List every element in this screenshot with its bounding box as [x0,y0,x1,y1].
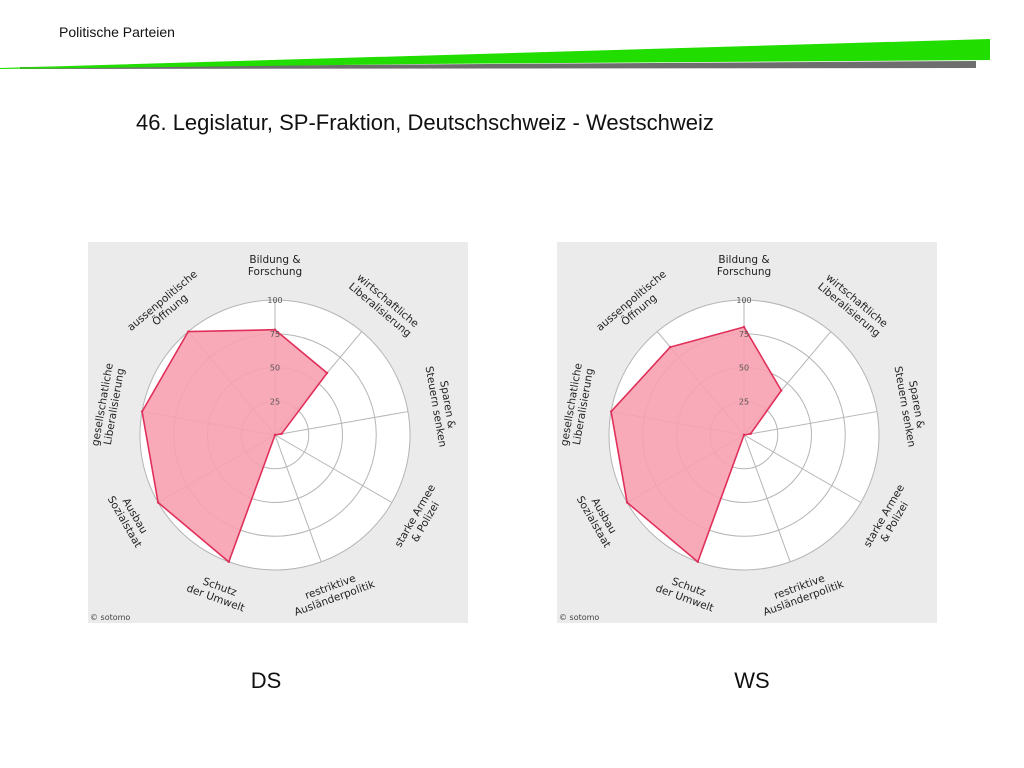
radar-axis-label: starke Armee& Polizei [862,483,918,556]
header-bar-grey [20,61,976,69]
radar-point [609,410,613,413]
radar-axis-label-text: gesellschatlicheLiberalisierung [558,362,596,449]
radar-axis-label-text: gesellschatlicheLiberalisierung [89,362,127,449]
radar-axis-label: gesellschatlicheLiberalisierung [89,362,127,449]
radar-point [742,433,746,437]
radar-tick-label: 75 [270,330,280,339]
radar-spoke [274,411,409,436]
radar-tick-label: 50 [739,364,749,373]
radar-axis-label: Bildung & Forschung [717,254,771,278]
radar-point [325,371,329,375]
chart-copyright: © sotomo [90,613,131,622]
radar-point [273,433,277,437]
radar-axis-label-text: Sparen &Steuern senken [422,363,460,448]
radar-spoke [743,434,791,563]
caption-ds: DS [250,668,282,693]
radar-point [696,560,700,564]
radar-tick-label: 100 [736,296,751,305]
radar-axis-label: gesellschatlicheLiberalisierung [558,362,596,449]
radar-spoke [274,434,393,503]
radar-axis-label: Sparen &Steuern senken [422,363,460,448]
radar-axis-label-text: restriktiveAusländerpolitik [289,567,378,619]
radar-axis-label-text: Schutzder Umwelt [654,571,719,614]
radar-axis-label-text: AusbauSozialstaat [105,488,155,550]
radar-point [187,330,190,333]
slide-title: 46. Legislatur, SP-Fraktion, Deutschschw… [136,110,714,135]
header-bar-green [0,39,990,69]
radar-point [742,325,746,329]
radar-axis-label-text: Sparen &Steuern senken [891,363,929,448]
radar-axis-label-line: Forschung [717,266,771,278]
radar-axis-label-text: starke Armee& Polizei [393,483,449,556]
radar-tick-label: 100 [267,296,282,305]
radar-point [780,389,783,392]
radar-axis-label: AusbauSozialstaat [105,488,155,550]
radar-axis-label-text: Bildung & Forschung [248,254,302,278]
radar-axis-label: Schutzder Umwelt [654,571,719,615]
header-title: Politische Parteien [59,24,175,40]
radar-axis-label: restriktiveAusländerpolitik [758,567,847,619]
radar-point [625,501,629,504]
radar-tick-label: 50 [270,364,280,373]
radar-point [140,410,144,413]
radar-axis-label-line: Bildung & [249,254,300,266]
radar-spoke [274,434,322,563]
radar-axis-label: restriktiveAusländerpolitik [289,567,378,619]
radar-axis-label: AusbauSozialstaat [574,488,624,550]
radar-point [227,560,231,564]
radar-chart-ws: 25 50 75 100 Bildung & Forschung wirtschaftlic… [557,242,937,623]
radar-tick-label: 25 [270,397,280,406]
radar-axis-label-line: Bildung & [718,254,769,266]
radar-axis-label: Sparen &Steuern senken [891,363,929,448]
radar-axis-label-text: AusbauSozialstaat [574,488,624,550]
radar-tick-label: 75 [739,330,749,339]
radar-point [669,345,672,349]
radar-point [280,432,283,436]
chart-copyright: © sotomo [559,613,600,622]
radar-spoke [743,434,862,503]
radar-spoke [743,411,878,436]
radar-point [749,432,752,436]
radar-point [273,328,277,331]
radar-axis-label: Bildung & Forschung [248,254,302,278]
radar-point [156,501,160,504]
radar-chart-ds: 25 50 75 100 Bildung & Forschung wirtschaftlic… [88,242,468,623]
radar-tick-label: 25 [739,397,749,406]
radar-axis-label-text: starke Armee& Polizei [862,483,918,556]
radar-axis-label: starke Armee& Polizei [393,483,449,556]
caption-ws: WS [734,668,770,693]
radar-axis-label-text: Bildung & Forschung [717,254,771,278]
radar-axis-label: Schutzder Umwelt [185,571,250,615]
header-bar [0,39,990,69]
radar-axis-label-line: Forschung [248,266,302,278]
radar-axis-label-text: Schutzder Umwelt [185,571,250,614]
radar-axis-label-text: restriktiveAusländerpolitik [758,567,847,619]
